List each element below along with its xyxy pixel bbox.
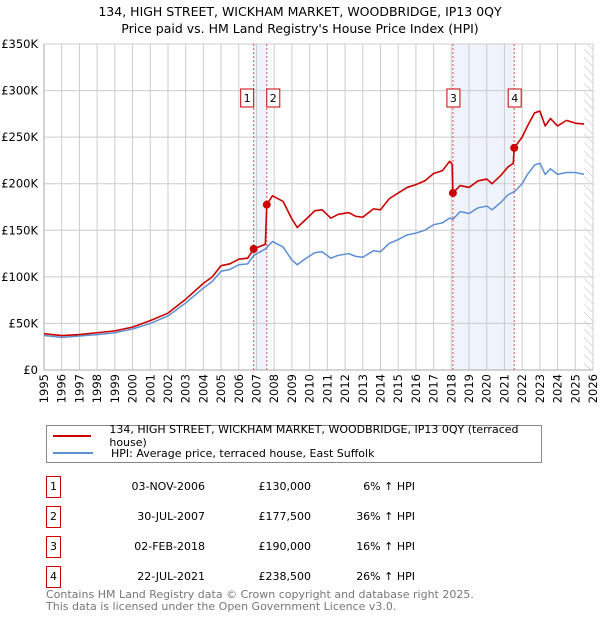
sale-number-badge: 2 xyxy=(46,506,61,528)
x-tick-label: 2009 xyxy=(285,374,299,403)
forecast-hatch xyxy=(584,44,593,370)
x-tick-label: 2025 xyxy=(568,374,582,403)
y-tick-label: £250K xyxy=(1,130,38,144)
y-tick-label: £100K xyxy=(1,270,38,284)
x-tick-label: 2026 xyxy=(586,374,600,403)
sale-point xyxy=(262,200,271,209)
sale-label: 3 xyxy=(450,92,457,105)
sale-label-box xyxy=(240,88,255,108)
x-tick-label: 2020 xyxy=(480,374,494,403)
sale-point xyxy=(249,244,258,253)
y-tick-label: £150K xyxy=(1,223,38,237)
x-tick-label: 2021 xyxy=(497,374,511,403)
x-tick-label: 2003 xyxy=(179,374,193,403)
legend-swatch-blue xyxy=(53,452,93,454)
x-tick-label: 2010 xyxy=(303,374,317,403)
x-tick-label: 2006 xyxy=(232,374,246,403)
legend: 134, HIGH STREET, WICKHAM MARKET, WOODBR… xyxy=(46,423,542,463)
x-tick-label: 2000 xyxy=(126,374,140,403)
x-tick-label: 2005 xyxy=(214,374,228,403)
sale-label-box xyxy=(507,88,522,108)
sale-number-badge: 4 xyxy=(46,566,61,588)
x-tick-label: 1996 xyxy=(55,374,69,403)
sale-row: 2 30-JUL-2007 £177,500 36% ↑ HPI xyxy=(46,506,446,528)
chart-title: 134, HIGH STREET, WICKHAM MARKET, WOODBR… xyxy=(98,4,502,19)
sale-hpi-change: 26% ↑ HPI xyxy=(356,570,415,583)
sale-row: 1 03-NOV-2006 £130,000 6% ↑ HPI xyxy=(46,476,446,498)
sale-number-badge: 3 xyxy=(46,536,61,558)
x-tick-label: 2011 xyxy=(320,374,334,403)
x-tick-label: 1995 xyxy=(37,374,51,403)
x-tick-label: 2014 xyxy=(373,374,387,403)
y-tick-label: £50K xyxy=(9,316,39,330)
footer: Contains HM Land Registry data © Crown c… xyxy=(46,589,474,612)
footer-copyright: Contains HM Land Registry data © Crown c… xyxy=(46,588,474,601)
sale-row: 3 02-FEB-2018 £190,000 16% ↑ HPI xyxy=(46,536,446,558)
x-tick-label: 2008 xyxy=(267,374,281,403)
x-tick-label: 2016 xyxy=(409,374,423,403)
sale-date: 30-JUL-2007 xyxy=(137,510,205,523)
legend-item-hpi: HPI: Average price, terraced house, East… xyxy=(53,445,374,461)
x-tick-label: 1999 xyxy=(108,374,122,403)
sale-label: 2 xyxy=(270,92,277,105)
x-tick-label: 2018 xyxy=(444,374,458,403)
chart-subtitle: Price paid vs. HM Land Registry's House … xyxy=(121,21,479,36)
x-tick-label: 2023 xyxy=(533,374,547,403)
sale-date: 03-NOV-2006 xyxy=(131,480,205,493)
sale-price: £177,500 xyxy=(258,510,312,523)
x-tick-label: 2012 xyxy=(338,374,352,403)
x-tick-label: 1997 xyxy=(72,374,86,403)
sale-price: £238,500 xyxy=(258,570,312,583)
legend-swatch-red xyxy=(53,435,92,437)
sale-label-box xyxy=(446,88,461,108)
x-tick-label: 2015 xyxy=(391,374,405,403)
sale-hpi-change: 16% ↑ HPI xyxy=(356,540,415,553)
x-tick-label: 2013 xyxy=(356,374,370,403)
sale-number-badge: 1 xyxy=(46,476,61,498)
sale-row: 4 22-JUL-2021 £238,500 26% ↑ HPI xyxy=(46,566,446,588)
legend-label: 134, HIGH STREET, WICKHAM MARKET, WOODBR… xyxy=(109,423,519,449)
x-tick-label: 2001 xyxy=(143,374,157,403)
footer-licence: This data is licensed under the Open Gov… xyxy=(46,599,397,613)
sale-label: 4 xyxy=(511,92,518,105)
sale-price: £190,000 xyxy=(258,540,312,553)
price-chart: 1995 1996 1997 1998 1999 2000 2001 2002 2003 2004… xyxy=(1,37,600,403)
x-tick-label: 2004 xyxy=(196,374,210,403)
sale-point xyxy=(448,189,457,198)
sale-date: 22-JUL-2021 xyxy=(137,570,205,583)
y-tick-label: £300K xyxy=(1,84,38,98)
legend-item-price: 134, HIGH STREET, WICKHAM MARKET, WOODBR… xyxy=(53,423,541,449)
sale-label-box xyxy=(266,88,281,108)
sale-date: 02-FEB-2018 xyxy=(134,540,205,553)
sale-label: 1 xyxy=(244,92,251,105)
sale-price: £130,000 xyxy=(258,480,312,493)
x-tick-label: 2022 xyxy=(515,374,529,403)
sale-hpi-change: 6% ↑ HPI xyxy=(363,480,415,493)
hpi-line xyxy=(43,162,585,339)
legend-label: HPI: Average price, terraced house, East… xyxy=(111,446,375,460)
x-tick-label: 2002 xyxy=(161,374,175,403)
x-tick-label: 1998 xyxy=(90,374,104,403)
sale-hpi-change: 36% ↑ HPI xyxy=(356,510,415,523)
x-tick-label: 2007 xyxy=(250,374,264,403)
x-tick-label: 2024 xyxy=(551,374,565,403)
y-tick-label: £200K xyxy=(1,177,38,191)
y-tick-label: £0 xyxy=(23,363,38,377)
sale-point xyxy=(510,143,519,152)
y-tick-label: £350K xyxy=(1,37,38,51)
x-tick-label: 2017 xyxy=(427,374,441,403)
x-tick-label: 2019 xyxy=(462,374,476,403)
